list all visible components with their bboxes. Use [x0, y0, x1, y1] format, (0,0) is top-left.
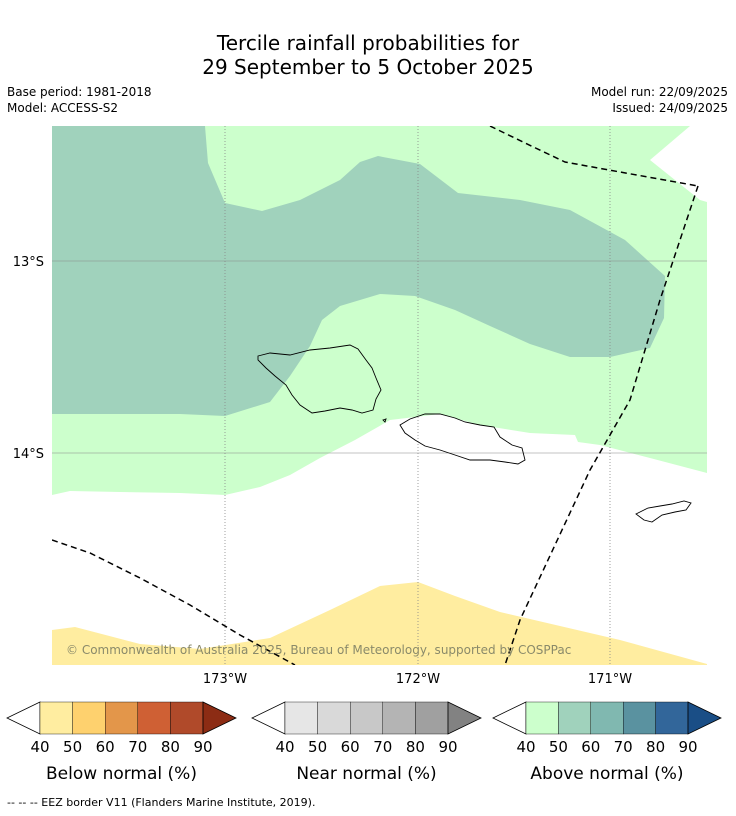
near-colorbar-label: Near normal (%)	[296, 764, 436, 784]
above-colorbar-under-arrow	[492, 701, 527, 735]
below-colorbar-tick-label: 60	[96, 738, 115, 756]
lon-tick-173w: 173°W	[203, 672, 247, 687]
copyright-text: © Commonwealth of Australia 2025, Bureau…	[66, 643, 571, 657]
below-normal-50-region	[52, 582, 707, 665]
below-colorbar-segment	[39, 701, 73, 735]
above-colorbar-segment	[655, 701, 689, 735]
near-colorbar-segment	[415, 701, 449, 735]
eez-footnote: -- -- -- EEZ border V11 (Flanders Marine…	[7, 796, 316, 809]
issued-text: Issued: 24/09/2025	[612, 101, 728, 115]
near-colorbar-over-arrow	[447, 701, 482, 735]
below-colorbar-over-arrow	[202, 701, 237, 735]
graticule	[52, 126, 707, 665]
below-colorbar-tick-label: 50	[63, 738, 82, 756]
above-colorbar-tick-label: 40	[516, 738, 535, 756]
eez-borders	[52, 126, 699, 665]
above-colorbar-segment	[623, 701, 656, 735]
near-colorbar-segment	[317, 701, 351, 735]
map-title-line1: Tercile rainfall probabilities for	[216, 31, 520, 55]
below-colorbar-tick-label: 40	[30, 738, 49, 756]
lat-tick-13s: 13°S	[13, 255, 44, 270]
near-colorbar-under-arrow	[251, 701, 286, 735]
upolu-island	[399, 413, 526, 465]
map-title-line2: 29 September to 5 October 2025	[202, 55, 534, 79]
above-colorbar-segment	[590, 701, 624, 735]
below-colorbar-segment	[170, 701, 204, 735]
manono-island	[382, 418, 387, 423]
below-colorbar-segment	[137, 701, 171, 735]
below-colorbar-tick-label: 90	[193, 738, 212, 756]
near-colorbar-tick-label: 40	[275, 738, 294, 756]
above-colorbar-segment	[558, 701, 592, 735]
above-colorbar-tick-label: 50	[549, 738, 568, 756]
near-colorbar-tick-label: 50	[308, 738, 327, 756]
model-run-text: Model run: 22/09/2025	[590, 85, 728, 99]
above-colorbar-tick-label: 90	[678, 738, 697, 756]
below-colorbar-tick-label: 80	[161, 738, 180, 756]
near-colorbar-tick-label: 70	[373, 738, 392, 756]
lon-tick-172w: 172°W	[396, 672, 440, 687]
near-colorbar-segment	[284, 701, 318, 735]
near-colorbar-tick-label: 80	[406, 738, 425, 756]
above-colorbar-segment	[525, 701, 559, 735]
below-colorbar-under-arrow	[6, 701, 41, 735]
below-colorbar-segment	[72, 701, 106, 735]
eez-border-southwest	[52, 539, 296, 665]
model-text: Model: ACCESS-S2	[7, 101, 119, 115]
tutuila-island	[635, 500, 692, 523]
below-colorbar-label: Below normal (%)	[46, 764, 197, 784]
colorbars: 40 50 60 70 80 90 Below normal (%) 40 50 60 70 80 9…	[6, 701, 722, 784]
lon-tick-171w: 171°W	[588, 672, 632, 687]
colorbar-below-normal: 40 50 60 70 80 90 Below normal (%)	[6, 701, 237, 784]
above-normal-60-region	[52, 126, 665, 416]
coastlines	[257, 344, 692, 523]
base-period-text: Base period: 1981-2018	[7, 85, 152, 99]
above-colorbar-tick-label: 60	[581, 738, 600, 756]
above-colorbar-label: Above normal (%)	[530, 764, 683, 784]
near-colorbar-tick-label: 60	[341, 738, 360, 756]
eez-border-north	[489, 126, 699, 187]
colorbar-above-normal: 40 50 60 70 80 90 Above normal (%)	[492, 701, 722, 784]
eez-border-east	[504, 185, 699, 665]
above-colorbar-tick-label: 80	[646, 738, 665, 756]
near-colorbar-tick-label: 90	[438, 738, 457, 756]
lat-tick-14s: 14°S	[13, 447, 44, 462]
below-colorbar-tick-label: 70	[128, 738, 147, 756]
above-colorbar-tick-label: 70	[614, 738, 633, 756]
savaii-island	[257, 344, 382, 414]
below-colorbar-segment	[104, 701, 138, 735]
map-panel: © Commonwealth of Australia 2025, Bureau…	[13, 126, 707, 687]
near-colorbar-segment	[350, 701, 384, 735]
above-colorbar-over-arrow	[687, 701, 722, 735]
near-colorbar-segment	[382, 701, 416, 735]
